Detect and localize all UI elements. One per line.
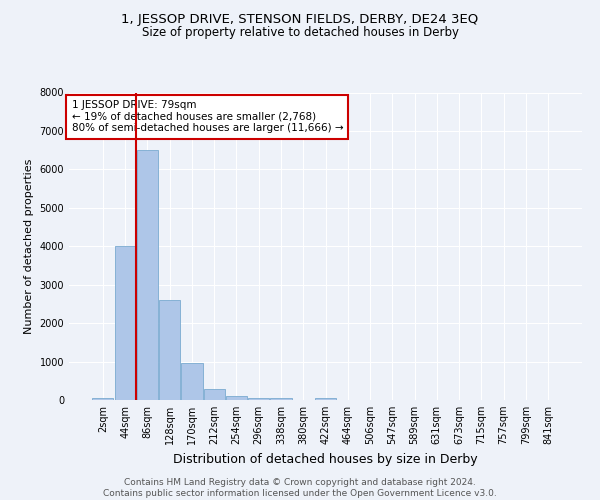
Y-axis label: Number of detached properties: Number of detached properties bbox=[24, 158, 34, 334]
Bar bbox=[115, 246, 136, 400]
X-axis label: Distribution of detached houses by size in Derby: Distribution of detached houses by size … bbox=[173, 452, 478, 466]
Bar bbox=[248, 398, 269, 400]
Text: Contains HM Land Registry data © Crown copyright and database right 2024.
Contai: Contains HM Land Registry data © Crown c… bbox=[103, 478, 497, 498]
Bar bbox=[226, 396, 247, 400]
Bar bbox=[137, 150, 158, 400]
Bar bbox=[181, 364, 203, 400]
Bar bbox=[271, 398, 292, 400]
Bar bbox=[315, 398, 336, 400]
Bar bbox=[159, 300, 180, 400]
Text: 1, JESSOP DRIVE, STENSON FIELDS, DERBY, DE24 3EQ: 1, JESSOP DRIVE, STENSON FIELDS, DERBY, … bbox=[121, 12, 479, 26]
Bar bbox=[92, 398, 113, 400]
Text: 1 JESSOP DRIVE: 79sqm
← 19% of detached houses are smaller (2,768)
80% of semi-d: 1 JESSOP DRIVE: 79sqm ← 19% of detached … bbox=[71, 100, 343, 134]
Bar bbox=[203, 389, 225, 400]
Text: Size of property relative to detached houses in Derby: Size of property relative to detached ho… bbox=[142, 26, 458, 39]
